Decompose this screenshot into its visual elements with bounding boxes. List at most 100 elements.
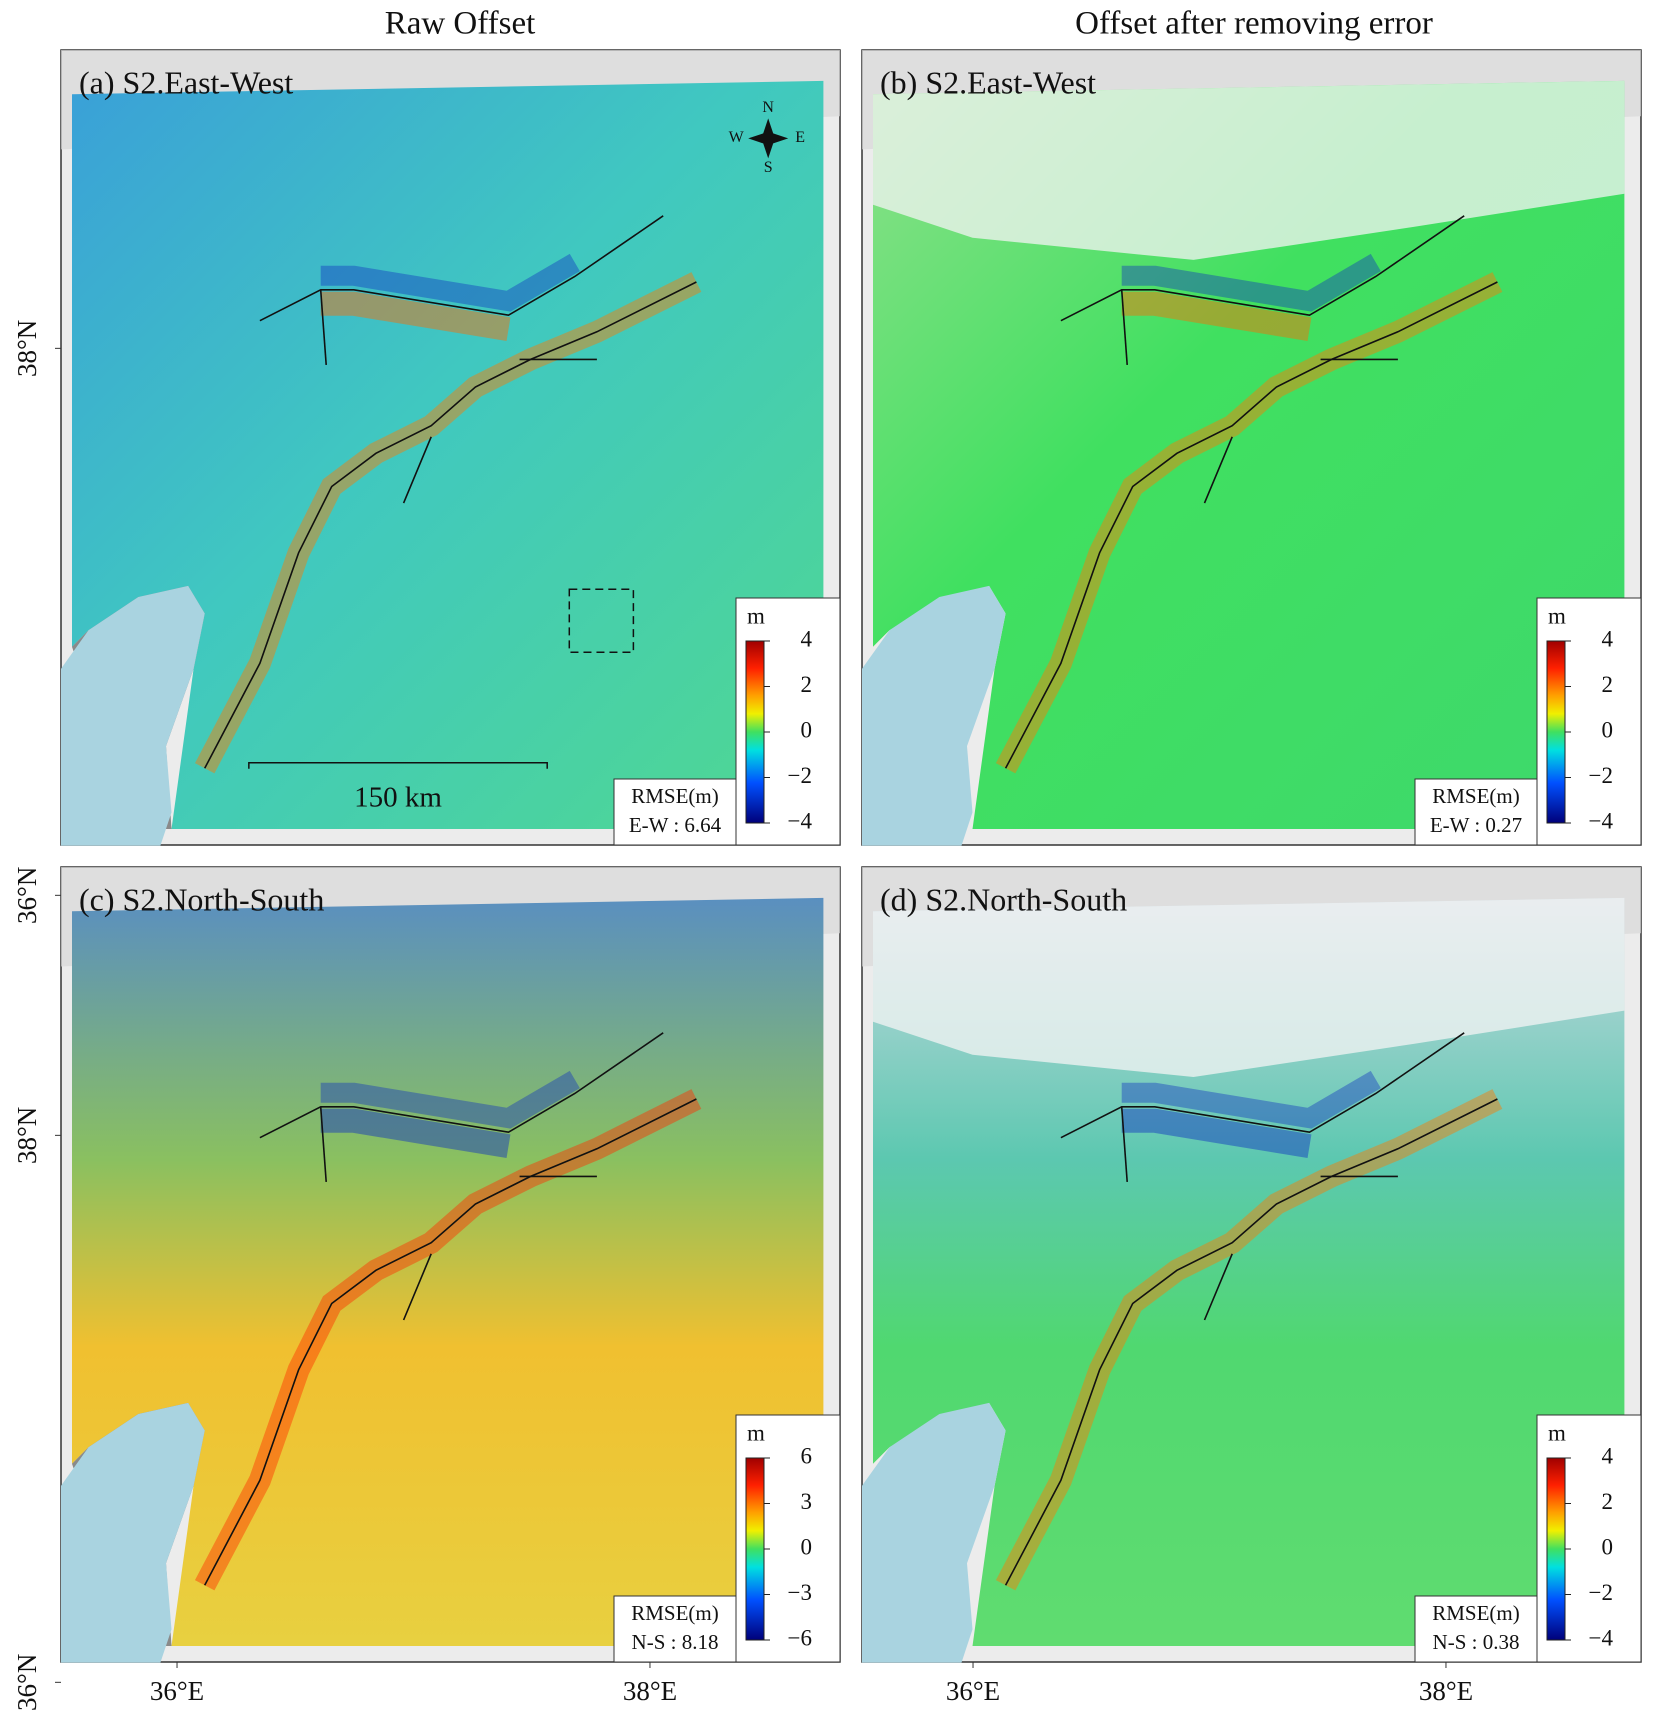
compass-n: N — [762, 99, 774, 116]
rmse-title: RMSE(m) — [631, 1601, 719, 1625]
colorbar-tick-label: 4 — [1602, 626, 1614, 651]
rmse-value: E-W : 0.27 — [1430, 813, 1522, 837]
colorbar — [745, 1457, 765, 1641]
compass-w: W — [729, 129, 745, 146]
fault-line — [402, 436, 432, 504]
white-mask — [873, 80, 1625, 260]
map-panel: (b) S2.East-West RMSE(m) E-W : 0.27 m 4 2 0 −2 −… — [861, 49, 1642, 846]
deformation-band — [1121, 291, 1312, 342]
fault-line — [402, 1253, 432, 1321]
fault-line — [1120, 1106, 1128, 1182]
rmse-title: RMSE(m) — [631, 784, 719, 808]
sea — [61, 1402, 205, 1663]
deformation-band — [1121, 253, 1381, 312]
fault-line — [1004, 281, 1498, 769]
colorbar-tick-label: −2 — [788, 763, 812, 788]
column-title: Raw Offset — [385, 6, 536, 42]
colorbar-tick-label: 2 — [1602, 1489, 1614, 1514]
deformation-band — [1121, 1108, 1312, 1159]
compass-rose — [748, 118, 789, 159]
colorbar-tick-label: −4 — [1589, 808, 1614, 833]
fault-line — [203, 1098, 697, 1586]
colorbar-unit: m — [1548, 603, 1566, 628]
sea — [862, 1402, 1006, 1663]
offset-field — [72, 897, 824, 1646]
deformation-band — [320, 1108, 511, 1159]
offset-field — [873, 80, 1625, 829]
lon-label: 38°E — [623, 1676, 677, 1706]
panel-label: (d) S2.North-South — [880, 881, 1127, 917]
map-panel: (a) S2.East-West RMSE(m) E-W : 6.64 m 4 2 0 −2 −… — [12, 49, 841, 924]
lon-label: 38°E — [1419, 1676, 1473, 1706]
column-title: Offset after removing error — [1075, 6, 1433, 42]
sea — [61, 585, 205, 846]
map-panel: (d) S2.North-South RMSE(m) N-S : 0.38 m 4 2 0 −… — [861, 866, 1642, 1706]
map-panel: (c) S2.North-South RMSE(m) N-S : 8.18 m 6 3 0 −… — [12, 866, 841, 1711]
fault-line — [259, 1032, 664, 1139]
offset-field — [873, 897, 1625, 1646]
colorbar-tick-label: 2 — [801, 672, 813, 697]
fault-line — [1120, 289, 1128, 365]
colorbar-tick-label: −2 — [1589, 763, 1613, 788]
rmse-value: N-S : 0.38 — [1433, 1630, 1520, 1654]
colorbar-tick-label: 0 — [1602, 1534, 1614, 1559]
colorbar — [1546, 640, 1566, 824]
rmse-box — [1414, 1595, 1538, 1663]
colorbar-unit: m — [747, 603, 765, 628]
colorbar-tick-label: −4 — [1589, 1625, 1614, 1650]
colorbar-tick-label: 4 — [1602, 1443, 1614, 1468]
panel-label: (b) S2.East-West — [880, 64, 1096, 100]
inset-box — [568, 588, 635, 653]
colorbar-tick-label: 0 — [801, 717, 813, 742]
lon-label: 36°E — [150, 1676, 204, 1706]
colorbar-tick-label: 6 — [801, 1443, 813, 1468]
colorbar — [1546, 1457, 1566, 1641]
fault-line — [319, 1106, 327, 1182]
lat-label: 38°N — [12, 1107, 42, 1164]
white-mask — [873, 897, 1625, 1077]
panel-label: (c) S2.North-South — [79, 881, 324, 917]
fault-line — [1060, 215, 1465, 322]
lat-label: 38°N — [12, 320, 42, 377]
colorbar-tick-label: 0 — [1602, 717, 1614, 742]
rmse-value: E-W : 6.64 — [629, 813, 722, 837]
colorbar-tick-label: 2 — [1602, 672, 1614, 697]
colorbar-tick-label: −2 — [1589, 1580, 1613, 1605]
rmse-title: RMSE(m) — [1432, 784, 1520, 808]
fault-line — [1203, 436, 1233, 504]
fault-line — [1203, 1253, 1233, 1321]
fault-line — [1004, 1098, 1498, 1586]
rmse-box — [613, 778, 737, 846]
fault-line — [203, 281, 697, 769]
fault-line — [1060, 1032, 1465, 1139]
colorbar-tick-label: −3 — [788, 1580, 812, 1605]
colorbar-tick-label: 3 — [801, 1489, 813, 1514]
rmse-value: N-S : 8.18 — [632, 1630, 719, 1654]
colorbar-unit: m — [747, 1420, 765, 1445]
deformation-band — [320, 1070, 580, 1129]
scale-bar-label: 150 km — [354, 781, 442, 813]
lat-label: 36°N — [12, 867, 42, 924]
rmse-box — [613, 1595, 737, 1663]
deformation-band — [320, 253, 580, 312]
sea — [862, 585, 1006, 846]
colorbar-unit: m — [1548, 1420, 1566, 1445]
deformation-band — [1121, 1070, 1381, 1129]
offset-field — [72, 80, 824, 829]
rmse-title: RMSE(m) — [1432, 1601, 1520, 1625]
colorbar-tick-label: 0 — [801, 1534, 813, 1559]
colorbar-tick-label: 4 — [801, 626, 813, 651]
compass-e: E — [795, 129, 805, 146]
colorbar — [745, 640, 765, 824]
lat-label: 36°N — [12, 1654, 42, 1711]
colorbar-tick-label: −4 — [788, 808, 813, 833]
scale-bar — [248, 761, 548, 769]
colorbar-tick-label: −6 — [788, 1625, 812, 1650]
compass-s: S — [764, 159, 773, 176]
fault-line — [319, 289, 327, 365]
panel-label: (a) S2.East-West — [79, 64, 293, 100]
deformation-band — [320, 291, 511, 342]
fault-line — [259, 215, 664, 322]
lon-label: 36°E — [946, 1676, 1000, 1706]
